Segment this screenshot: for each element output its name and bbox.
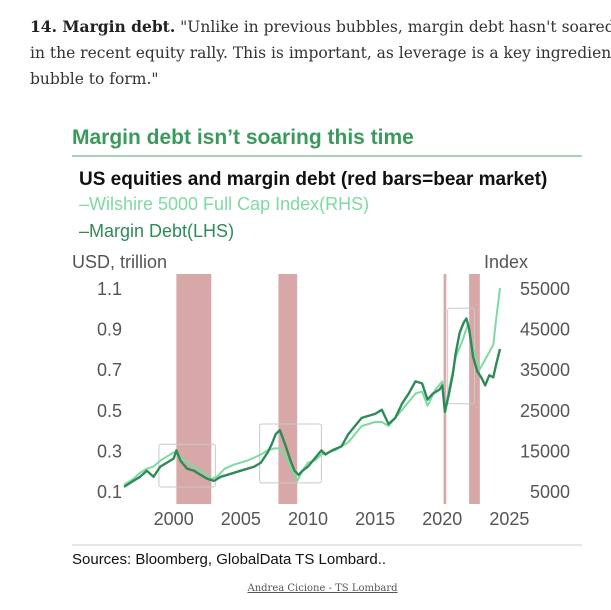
- right-tick-label: 35000: [520, 360, 570, 380]
- quote-line-2: in the recent equity rally. This is impo…: [30, 44, 611, 62]
- image-caption-link[interactable]: Andrea Cicione - TS Lombard: [247, 583, 398, 594]
- right-axis-ticks: 55000 45000 35000 25000 15000 5000: [520, 279, 570, 502]
- sources-note: Sources: Bloomberg, GlobalData TS Lombar…: [72, 551, 386, 568]
- x-tick-label: 2000: [154, 509, 194, 529]
- bear-market-bar: [443, 274, 447, 504]
- series-lines: [123, 287, 502, 488]
- left-tick-label: 0.7: [97, 360, 122, 380]
- right-tick-label: 55000: [520, 279, 570, 299]
- left-axis-label: USD, trillion: [72, 252, 167, 272]
- x-tick-label: 2005: [221, 509, 261, 529]
- margin-debt-line: [123, 317, 502, 488]
- quote-line-1: "Unlike in previous bubbles, margin debt…: [180, 18, 611, 36]
- x-tick-label: 2025: [489, 509, 529, 529]
- legend-wilshire: –Wilshire 5000 Full Cap Index(RHS): [79, 194, 369, 214]
- x-tick-label: 2015: [355, 509, 395, 529]
- highlight-box: [259, 423, 322, 484]
- legend-margin-debt: –Margin Debt(LHS): [79, 221, 234, 241]
- chart-title: US equities and margin debt (red bars=be…: [79, 169, 547, 190]
- section-number-heading: 14. Margin debt.: [30, 17, 176, 36]
- x-axis-ticks: 2000 2005 2010 2015 2020 2025: [154, 509, 530, 529]
- article-quote: 14. Margin debt. "Unlike in previous bub…: [30, 14, 611, 92]
- right-axis-label: Index: [484, 252, 528, 272]
- x-tick-label: 2020: [422, 509, 462, 529]
- highlight-boxes: [158, 307, 475, 488]
- left-tick-label: 0.1: [97, 482, 122, 502]
- left-tick-label: 0.9: [97, 320, 122, 340]
- bear-market-bars: [176, 274, 480, 504]
- chart-headline: Margin debt isn’t soaring this time: [72, 126, 414, 149]
- left-axis-ticks: 1.1 0.9 0.7 0.5 0.3 0.1: [97, 279, 122, 502]
- quote-line-3: bubble to form.": [30, 70, 159, 88]
- highlight-box: [158, 443, 216, 488]
- right-tick-label: 25000: [520, 401, 570, 421]
- x-tick-label: 2010: [288, 509, 328, 529]
- left-tick-label: 0.3: [97, 441, 122, 461]
- left-tick-label: 1.1: [97, 279, 122, 299]
- left-tick-label: 0.5: [97, 401, 122, 421]
- right-tick-label: 5000: [530, 482, 570, 502]
- right-tick-label: 45000: [520, 320, 570, 340]
- right-tick-label: 15000: [520, 441, 570, 461]
- bear-market-bar: [278, 274, 298, 504]
